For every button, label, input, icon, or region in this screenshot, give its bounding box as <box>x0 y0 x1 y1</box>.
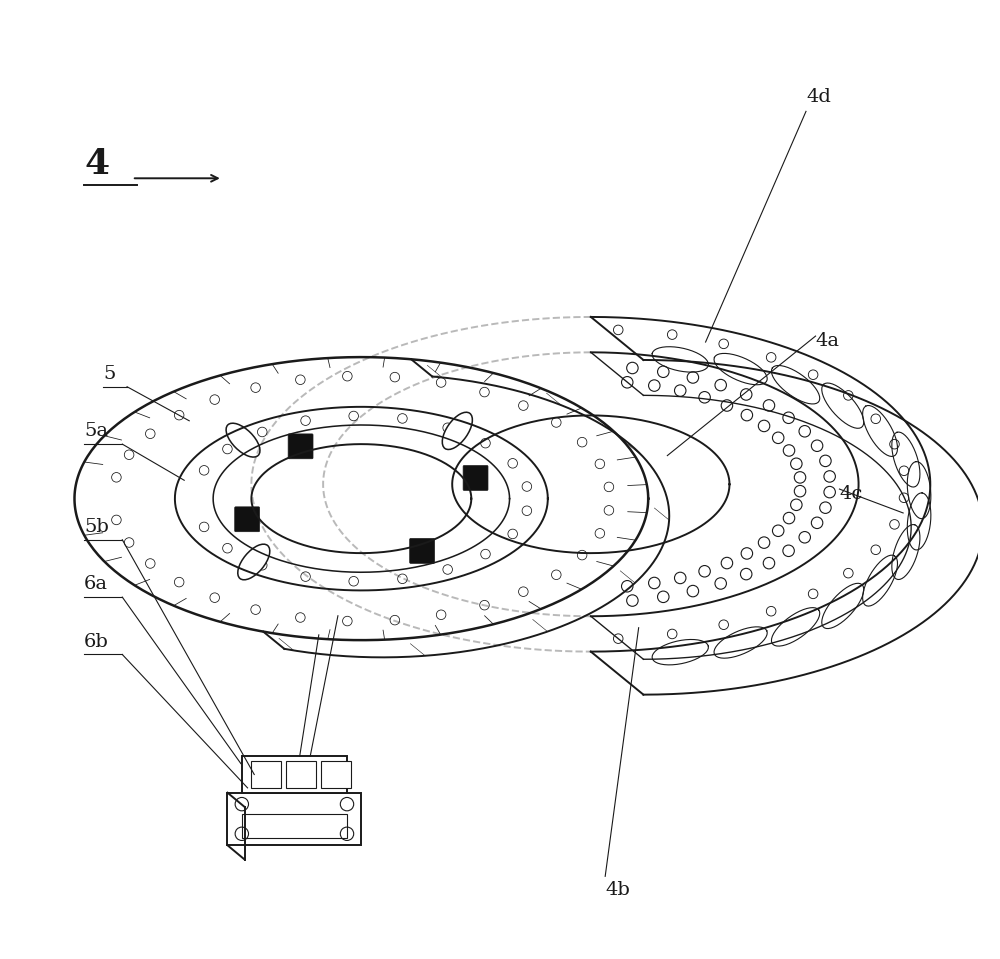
Text: 4: 4 <box>84 147 109 180</box>
Bar <box>286 761 316 788</box>
FancyBboxPatch shape <box>463 465 488 490</box>
Bar <box>321 761 351 788</box>
Bar <box>251 761 281 788</box>
Text: 4a: 4a <box>816 332 840 350</box>
Text: 6a: 6a <box>84 575 108 594</box>
Bar <box>242 757 347 793</box>
Text: 4c: 4c <box>839 484 863 503</box>
FancyBboxPatch shape <box>235 507 260 531</box>
Text: 4d: 4d <box>806 88 831 105</box>
Text: 6b: 6b <box>84 633 109 651</box>
Ellipse shape <box>442 412 472 450</box>
Text: 5b: 5b <box>84 518 109 536</box>
Bar <box>227 793 361 845</box>
Text: 5: 5 <box>103 365 116 383</box>
Bar <box>242 814 347 837</box>
Text: 5a: 5a <box>84 423 108 440</box>
FancyBboxPatch shape <box>288 433 313 458</box>
Ellipse shape <box>226 423 260 457</box>
Text: 4b: 4b <box>605 881 630 900</box>
FancyBboxPatch shape <box>410 539 435 563</box>
Ellipse shape <box>238 544 270 580</box>
